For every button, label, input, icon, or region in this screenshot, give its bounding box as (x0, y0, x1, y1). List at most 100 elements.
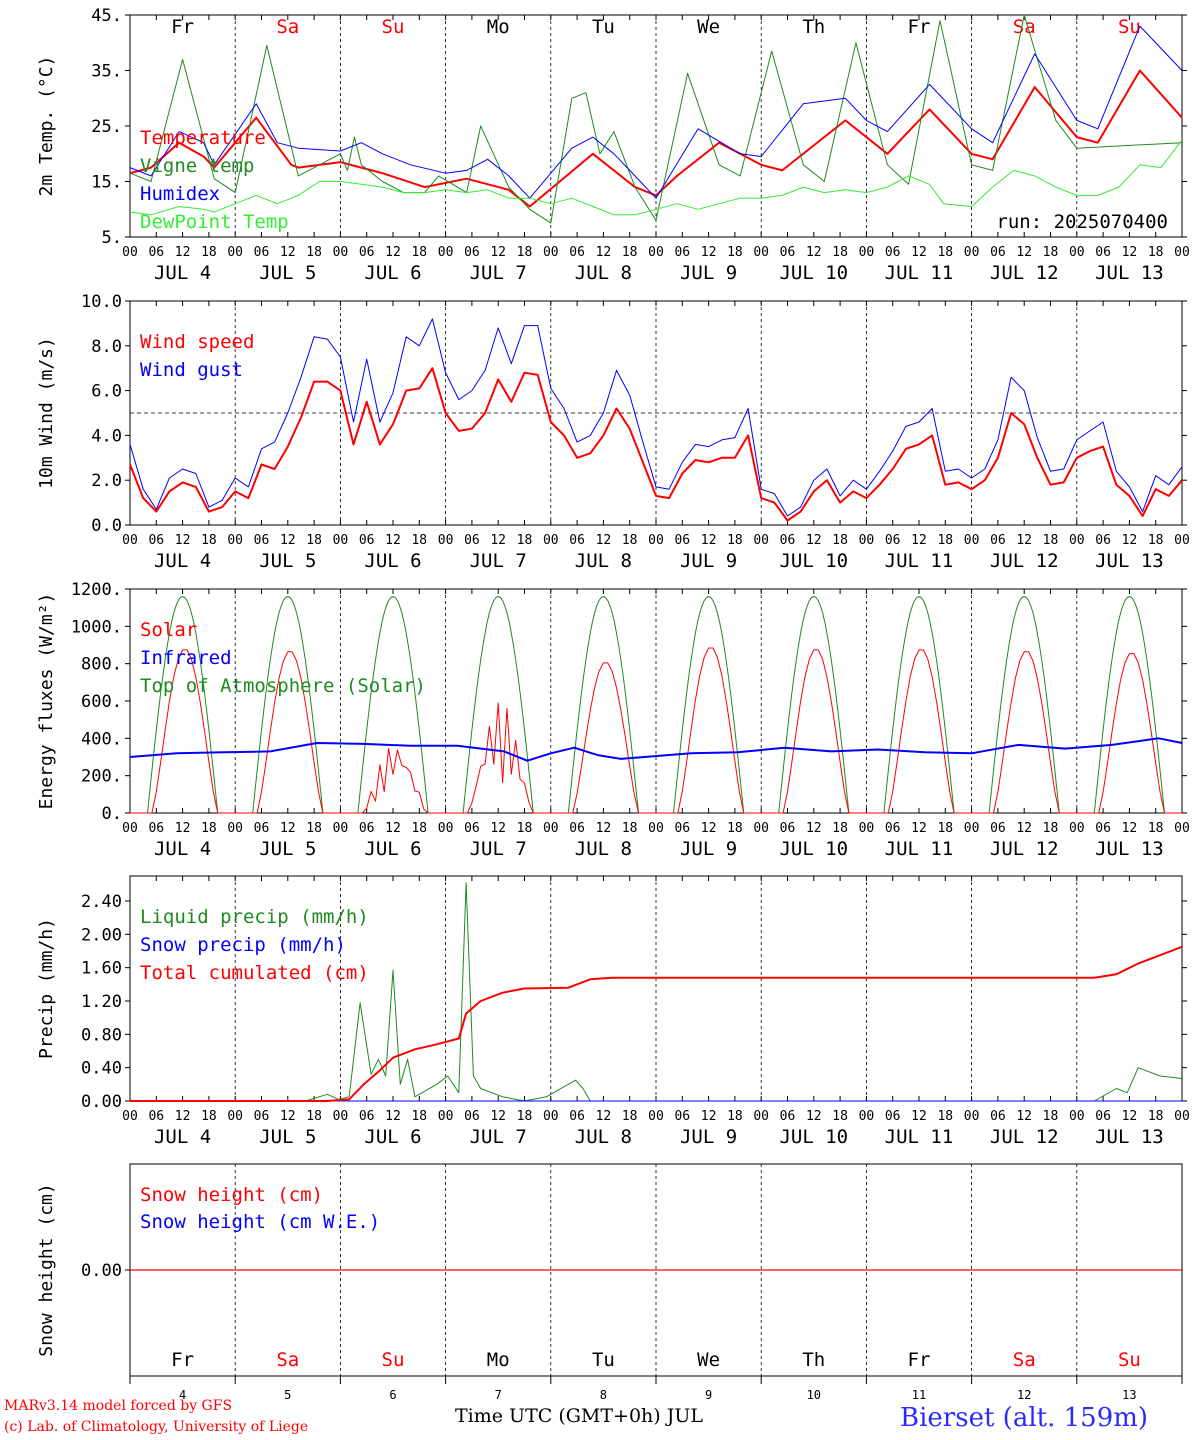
panel-1-hour-label: 18 (937, 533, 953, 548)
bottom-weekday-label: Fr (171, 1349, 194, 1371)
panel-1-hour-label: 18 (517, 533, 533, 548)
panel-3-hour-label: 12 (1122, 1109, 1138, 1124)
panel-2-y-tick-label: 200. (81, 767, 122, 787)
bottom-day-number: 12 (1017, 1388, 1031, 1402)
panel-3-y-axis-label: Precip (mm/h) (36, 918, 57, 1059)
panel-1-hour-label: 06 (148, 533, 164, 548)
panel-0-date-label: JUL 4 (154, 262, 211, 284)
bottom-weekday-label: We (697, 1349, 720, 1371)
panel-0-legend-humidex: Humidex (140, 183, 220, 205)
panel-3-date-label: JUL 5 (259, 1126, 316, 1148)
panel-1-hour-label: 00 (1174, 533, 1190, 548)
panel-3-legend-liquid-precip-mm-h: Liquid precip (mm/h) (140, 906, 369, 928)
panel-2-date-label: JUL 9 (680, 838, 737, 860)
panel-3-hour-label: 06 (1095, 1109, 1111, 1124)
panel-1-hour-label: 12 (596, 533, 612, 548)
panel-0-hour-label: 00 (1069, 245, 1085, 260)
panel-3-hour-label: 00 (1069, 1109, 1085, 1124)
bottom-weekday-label: Th (802, 1349, 825, 1371)
panel-1-hour-label: 00 (543, 533, 559, 548)
panel-2-hour-label: 00 (648, 821, 664, 836)
panel-1-hour-label: 18 (727, 533, 743, 548)
panel-2-hour-label: 00 (964, 821, 980, 836)
panel-1-hour-label: 12 (490, 533, 506, 548)
panel-0-hour-label: 12 (911, 245, 927, 260)
panel-2-hour-label: 00 (753, 821, 769, 836)
panel-2-hour-label: 00 (333, 821, 349, 836)
panel-1-legend-wind-gust: Wind gust (140, 359, 243, 381)
panel-0-hour-label: 18 (1043, 245, 1059, 260)
panel-0-hour-label: 18 (1148, 245, 1164, 260)
panel-1-y-tick-label: 2.0 (91, 471, 122, 491)
panel-0-y-tick-label: 35. (91, 62, 122, 82)
panel-0-hour-label: 00 (859, 245, 875, 260)
panel-1-hour-label: 06 (464, 533, 480, 548)
panel-2-hour-label: 12 (280, 821, 296, 836)
panel-3-hour-label: 06 (359, 1109, 375, 1124)
panel-2-hour-label: 12 (806, 821, 822, 836)
panel-0-hour-label: 06 (990, 245, 1006, 260)
panel-2-hour-label: 12 (490, 821, 506, 836)
panel-0-hour-label: 06 (674, 245, 690, 260)
panel-2-hour-label: 18 (727, 821, 743, 836)
panel-3-hour-label: 06 (254, 1109, 270, 1124)
panel-1-hour-label: 12 (701, 533, 717, 548)
series-wind-gust (129, 318, 1183, 517)
panel-0-legend-dewpoint-temp: DewPoint Temp (140, 211, 289, 233)
panel-3-hour-label: 06 (464, 1109, 480, 1124)
panel-2-legend-top-of-atmosphere-solar: Top of Atmosphere (Solar) (140, 675, 426, 697)
panel-0-hour-label: 06 (1095, 245, 1111, 260)
lab-credit: (c) Lab. of Climatology, University of L… (4, 1419, 309, 1435)
panel-2-hour-label: 18 (1043, 821, 1059, 836)
panel-1-hour-label: 12 (806, 533, 822, 548)
panel-2-hour-label: 06 (359, 821, 375, 836)
panel-0-hour-label: 06 (569, 245, 585, 260)
panel-0-date-label: JUL 12 (990, 262, 1059, 284)
station-label: Bierset (alt. 159m) (900, 1403, 1149, 1433)
panel-0-hour-label: 12 (490, 245, 506, 260)
panel-3-hour-label: 00 (543, 1109, 559, 1124)
panel-3-hour-label: 06 (569, 1109, 585, 1124)
panel-0-legend-vigne-temp: Vigne temp (140, 155, 254, 177)
panel-2-date-label: JUL 7 (470, 838, 527, 860)
weekday-label: Sa (276, 16, 299, 38)
panel-3-y-tick-label: 0.80 (81, 1025, 122, 1045)
panel-3-hour-label: 18 (937, 1109, 953, 1124)
panel-0-hour-label: 06 (780, 245, 796, 260)
panel-4-legend-snow-height-cm: Snow height (cm) (140, 1184, 323, 1206)
panel-1-date-label: JUL 5 (259, 550, 316, 572)
bottom-weekday-label: Su (1118, 1349, 1141, 1371)
panel-0-hour-label: 00 (753, 245, 769, 260)
panel-2-hour-label: 06 (148, 821, 164, 836)
panel-3-date-label: JUL 6 (364, 1126, 421, 1148)
bottom-weekday-label: Fr (908, 1349, 931, 1371)
panel-1-hour-label: 06 (885, 533, 901, 548)
bottom-weekday-label: Mo (487, 1349, 510, 1371)
weekday-label: Fr (908, 16, 931, 38)
panel-1-hour-label: 00 (1069, 533, 1085, 548)
panel-0-hour-label: 00 (122, 245, 138, 260)
panel-1-y-tick-label: 10.0 (81, 292, 122, 312)
panel-2-hour-label: 12 (385, 821, 401, 836)
panel-0-hour-label: 18 (306, 245, 322, 260)
panel-0-date-label: JUL 6 (364, 262, 421, 284)
panel-0-hour-label: 18 (517, 245, 533, 260)
panel-0-hour-label: 06 (254, 245, 270, 260)
panel-2-hour-label: 00 (438, 821, 454, 836)
panel-1-hour-label: 18 (1148, 533, 1164, 548)
panel-0-hour-label: 12 (1122, 245, 1138, 260)
panel-2-hour-label: 12 (701, 821, 717, 836)
panel-1-hour-label: 12 (1016, 533, 1032, 548)
panel-3-hour-label: 12 (280, 1109, 296, 1124)
panel-1-hour-label: 00 (964, 533, 980, 548)
panel-3-hour-label: 12 (175, 1109, 191, 1124)
panel-1-y-axis-label: 10m Wind (m/s) (36, 337, 57, 489)
panel-2-hour-label: 18 (306, 821, 322, 836)
panel-1-hour-label: 00 (227, 533, 243, 548)
panel-3-hour-label: 06 (780, 1109, 796, 1124)
panel-3-hour-label: 12 (596, 1109, 612, 1124)
panel-3-hour-label: 12 (385, 1109, 401, 1124)
series-temperature (129, 69, 1183, 208)
panel-3-hour-label: 00 (753, 1109, 769, 1124)
